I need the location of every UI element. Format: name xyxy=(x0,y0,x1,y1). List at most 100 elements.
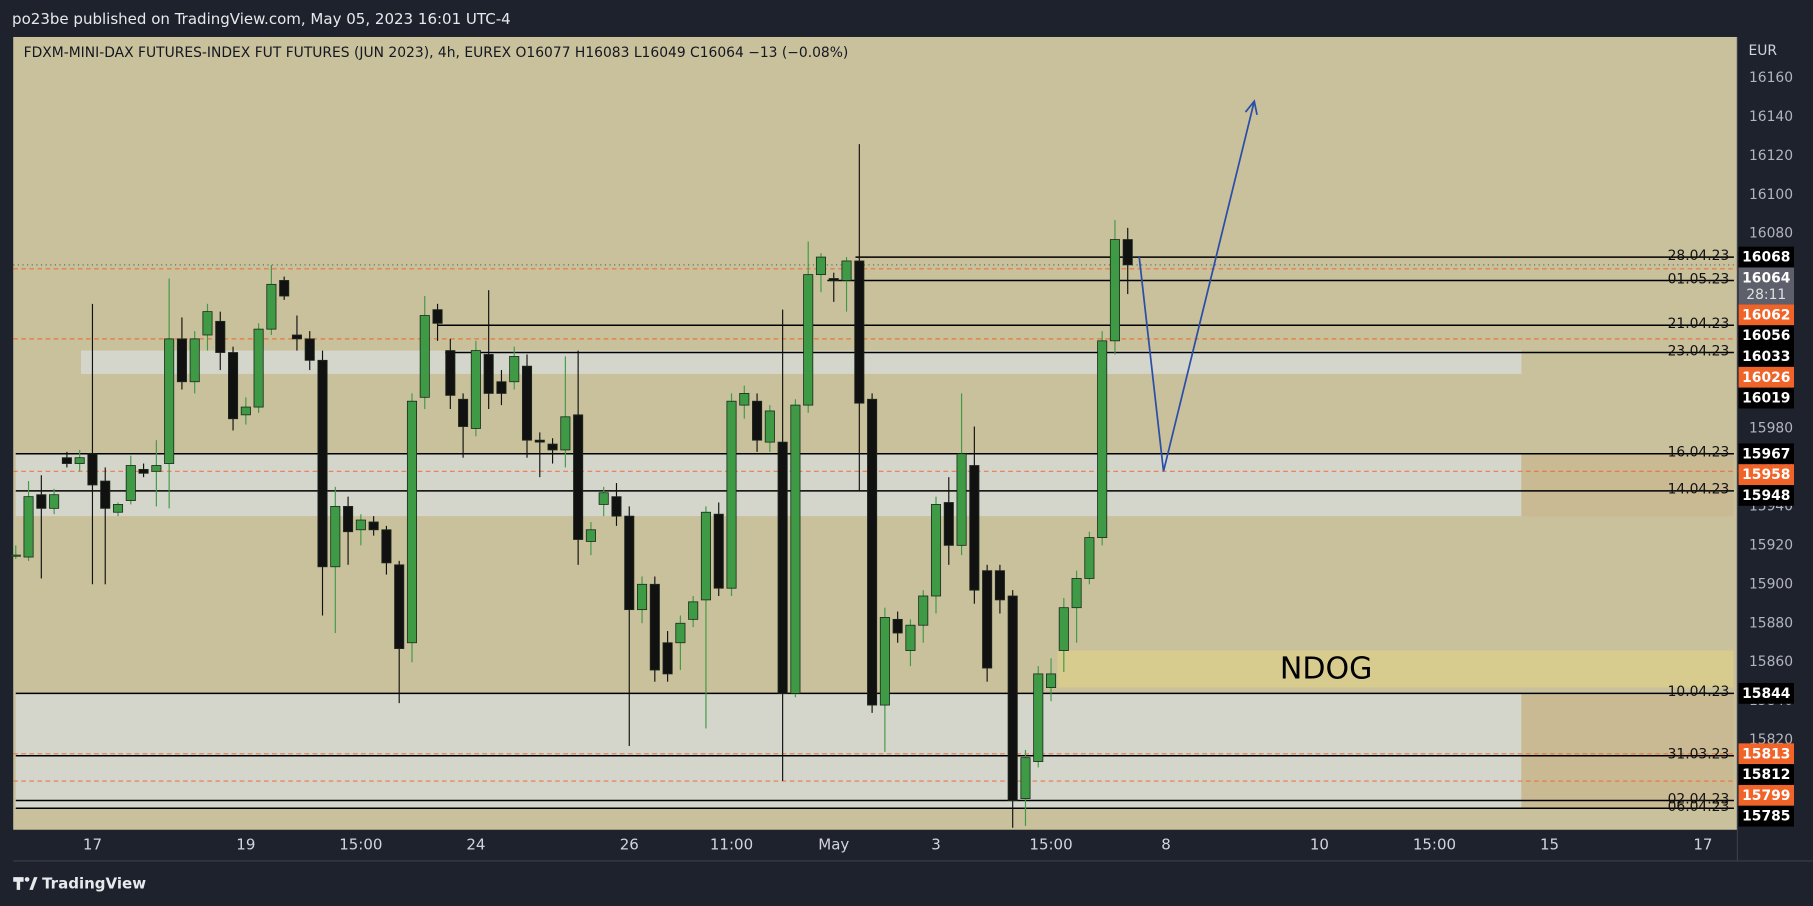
candle-body xyxy=(803,274,814,406)
candle-body xyxy=(1007,595,1018,801)
candle-body xyxy=(202,311,213,336)
candle-body xyxy=(138,468,149,474)
price-tag xyxy=(1738,764,1795,785)
logo-mark xyxy=(13,877,24,890)
candle-body xyxy=(624,515,635,611)
candle-body xyxy=(982,570,993,669)
price-axis: 1582015840158601588015900159201594015960… xyxy=(83,70,1795,853)
candle-body xyxy=(815,256,827,276)
candle-body xyxy=(867,398,878,706)
price-tag xyxy=(1738,784,1795,806)
candle-body xyxy=(394,564,405,649)
level-label: 28.04.23 xyxy=(1668,248,1730,264)
x-tick-label: 15 xyxy=(1540,835,1559,853)
candle-body xyxy=(176,338,187,383)
candle-body xyxy=(752,400,763,441)
candle-body xyxy=(969,465,980,591)
y-tick-label: 15980 xyxy=(1749,420,1793,436)
candle-body xyxy=(189,338,200,383)
publisher: po23be published on TradingView.com, May… xyxy=(12,10,511,28)
arrow-head xyxy=(1244,99,1258,116)
x-tick-label: 3 xyxy=(931,835,941,853)
level-label: 10.04.23 xyxy=(1668,684,1730,700)
projection xyxy=(1138,101,1256,472)
candle-body xyxy=(585,529,596,542)
candle-body xyxy=(470,350,481,429)
y-tick-label: 15920 xyxy=(1749,537,1793,553)
y-tick-label: 15860 xyxy=(1749,654,1793,670)
currency: EUR xyxy=(1749,43,1778,59)
candle-body xyxy=(828,278,839,281)
logo-mark xyxy=(29,877,38,890)
candle-body xyxy=(1033,673,1044,762)
candle-body xyxy=(330,505,341,568)
candle-body xyxy=(215,320,226,353)
price-tag xyxy=(1738,387,1795,409)
y-tick-label: 15900 xyxy=(1749,576,1793,592)
y-tick-label: 16080 xyxy=(1749,226,1793,242)
plot: NDOG 28.04.23 01.05.23 21.04.23 23.04.23 16.0… xyxy=(10,99,1738,828)
candle-body xyxy=(74,457,85,464)
candle-body xyxy=(49,494,60,509)
candle-body xyxy=(458,398,469,427)
price-tag-label: 16019 xyxy=(1742,391,1790,407)
candle-body xyxy=(688,601,699,620)
candle-body xyxy=(368,521,379,531)
candle-body xyxy=(713,513,724,589)
candle-body xyxy=(1122,239,1133,266)
candle-body xyxy=(291,334,302,340)
candle-body xyxy=(547,443,558,451)
candle-body xyxy=(419,315,430,398)
x-tick-label: 17 xyxy=(1693,835,1712,853)
candle-body xyxy=(943,502,954,546)
level-label: 01.05.23 xyxy=(1668,271,1730,287)
candle-body xyxy=(240,406,251,416)
zone xyxy=(1521,693,1734,809)
y-tick-label: 15880 xyxy=(1749,615,1793,631)
candle-body xyxy=(304,338,315,361)
candle-body xyxy=(994,570,1005,601)
candle-body xyxy=(1109,239,1120,342)
price-tag-label: 16064 xyxy=(1742,270,1790,286)
price-tag-label: 15799 xyxy=(1742,788,1790,804)
candle-body xyxy=(343,505,354,533)
candle-body xyxy=(790,404,801,694)
price-tag-label: 16033 xyxy=(1742,349,1790,365)
price-tag-label: 15813 xyxy=(1742,746,1790,762)
candle-body xyxy=(483,354,494,394)
y-tick-label: 16140 xyxy=(1749,109,1793,125)
price-tag-label: 15948 xyxy=(1742,488,1790,504)
candle-body xyxy=(164,338,175,464)
candle-body xyxy=(1058,607,1069,651)
price-tag-label: 15967 xyxy=(1742,446,1790,462)
candle-body xyxy=(649,583,660,671)
candle-body xyxy=(355,519,366,531)
x-tick-label: 10 xyxy=(1310,835,1329,853)
candle-body xyxy=(1020,757,1031,799)
candle-body xyxy=(125,465,136,501)
zone-label: NDOG xyxy=(1280,652,1373,687)
zone xyxy=(1057,650,1734,688)
price-tag xyxy=(1738,325,1795,347)
candle-body xyxy=(739,393,750,406)
countdown: 28:11 xyxy=(1746,287,1786,303)
level-label: 06.04.23 xyxy=(1668,799,1730,815)
candle-body xyxy=(1097,340,1108,538)
logo-mark xyxy=(24,877,30,882)
candle-body xyxy=(662,642,673,675)
price-tag xyxy=(1738,464,1795,486)
candle-body xyxy=(956,453,967,546)
candle-body xyxy=(930,504,942,597)
candle-body xyxy=(905,624,916,651)
x-tick-label: 26 xyxy=(620,835,639,853)
x-tick-label: 19 xyxy=(236,835,255,853)
zone xyxy=(15,453,1522,517)
price-tag xyxy=(1738,267,1795,305)
x-tick-label: 15:00 xyxy=(1029,835,1072,853)
level-label: 02.04.23 xyxy=(1668,791,1730,807)
price-tag-label: 15785 xyxy=(1742,809,1790,825)
candle-body xyxy=(36,494,47,509)
candle-body xyxy=(573,414,584,540)
candle-body xyxy=(777,441,788,694)
candle-body xyxy=(854,260,865,404)
